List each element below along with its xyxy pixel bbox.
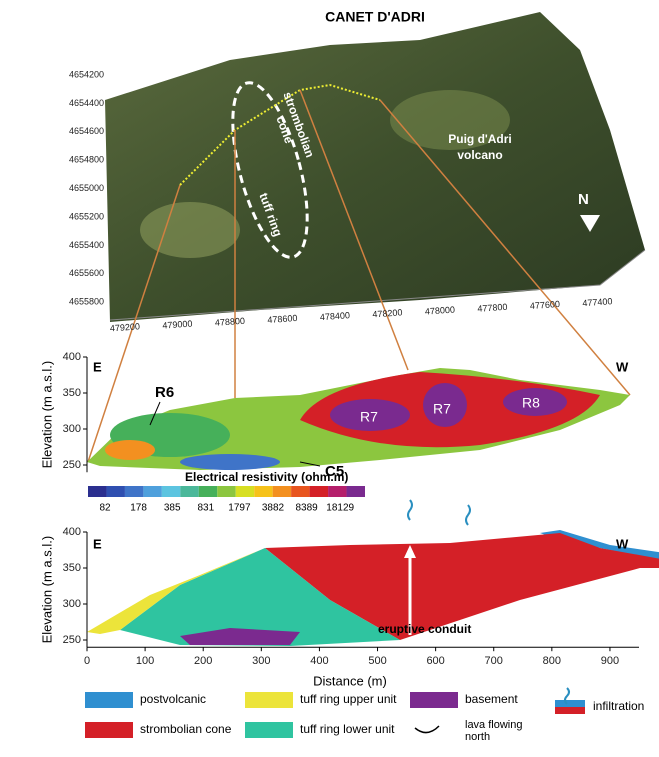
y-tick-label: 250 bbox=[63, 634, 81, 646]
northing-label: 4655000 bbox=[69, 183, 104, 193]
legend-swatch bbox=[555, 707, 585, 714]
scale-box bbox=[106, 486, 124, 497]
legend-label: basement bbox=[465, 692, 518, 706]
figure: CANET D'ADRI strombolian cone tuff ring … bbox=[0, 0, 659, 752]
northing-label: 4654200 bbox=[69, 69, 104, 79]
scale-box bbox=[347, 486, 365, 497]
scale-label: 8389 bbox=[295, 503, 318, 514]
easting-label: 479200 bbox=[110, 321, 141, 333]
y-tick-label: 300 bbox=[63, 598, 81, 610]
scale-title: Electrical resistivity (ohm.m) bbox=[185, 470, 348, 484]
scale-box bbox=[328, 486, 346, 497]
scale-box bbox=[254, 486, 272, 497]
scale-box bbox=[180, 486, 198, 497]
scale-box bbox=[236, 486, 254, 497]
y-tick-label: 400 bbox=[63, 351, 81, 363]
scale-box bbox=[125, 486, 143, 497]
x-tick-label: 400 bbox=[310, 655, 328, 667]
zone-label: R7 bbox=[433, 401, 451, 417]
scale-label: 385 bbox=[164, 503, 181, 514]
scale-box bbox=[310, 486, 328, 497]
infiltration-symbol bbox=[408, 500, 470, 525]
northing-label: 4655600 bbox=[69, 268, 104, 278]
east-label: E bbox=[93, 536, 102, 551]
easting-label: 478400 bbox=[320, 310, 351, 322]
x-tick-label: 600 bbox=[426, 655, 444, 667]
legend-label: north bbox=[465, 731, 490, 743]
scale-label: 831 bbox=[197, 503, 214, 514]
y-tick-label: 300 bbox=[63, 423, 81, 435]
legend-label: strombolian cone bbox=[140, 722, 232, 736]
scale-label: 82 bbox=[99, 503, 111, 514]
terrain bbox=[105, 12, 645, 322]
resistivity-zone bbox=[105, 440, 155, 460]
easting-label: 478600 bbox=[267, 313, 298, 325]
legend-label: tuff ring upper unit bbox=[300, 692, 397, 706]
easting-label: 477600 bbox=[530, 299, 561, 311]
legend-swatch bbox=[245, 722, 293, 738]
y-tick-label: 400 bbox=[63, 526, 81, 538]
zone-label: R6 bbox=[155, 384, 174, 401]
x-tick-label: 100 bbox=[136, 655, 154, 667]
zone-label: R8 bbox=[522, 395, 540, 411]
northing-label: 4655400 bbox=[69, 240, 104, 250]
easting-label: 477400 bbox=[582, 296, 613, 308]
x-tick-label: 800 bbox=[543, 655, 561, 667]
scale-label: 1797 bbox=[228, 503, 251, 514]
west-label: W bbox=[616, 536, 629, 551]
conduit-label: eruptive conduit bbox=[378, 622, 471, 636]
x-tick-label: 0 bbox=[84, 655, 90, 667]
scale-box bbox=[291, 486, 309, 497]
scale-label: 178 bbox=[130, 503, 147, 514]
northing-label: 4655800 bbox=[69, 297, 104, 307]
y-tick-label: 350 bbox=[63, 562, 81, 574]
northing-label: 4654600 bbox=[69, 126, 104, 136]
field bbox=[140, 202, 240, 258]
legend-symbol bbox=[415, 726, 439, 733]
scale-label: 3882 bbox=[262, 503, 285, 514]
y-axis-label: Elevation (m a.s.l.) bbox=[39, 536, 54, 644]
easting-label: 478000 bbox=[425, 305, 456, 317]
y-tick-label: 350 bbox=[63, 387, 81, 399]
x-tick-label: 700 bbox=[485, 655, 503, 667]
x-tick-label: 300 bbox=[252, 655, 270, 667]
west-label: W bbox=[616, 359, 629, 374]
scale-box bbox=[273, 486, 291, 497]
northing-label: 4655200 bbox=[69, 211, 104, 221]
easting-label: 478800 bbox=[215, 316, 246, 328]
map-label: Puig d'Adri bbox=[448, 132, 512, 146]
easting-label: 477800 bbox=[477, 302, 508, 314]
x-tick-label: 200 bbox=[194, 655, 212, 667]
y-axis-label: Elevation (m a.s.l.) bbox=[39, 361, 54, 469]
scale-box bbox=[143, 486, 161, 497]
scale-box bbox=[217, 486, 235, 497]
legend-swatch bbox=[85, 692, 133, 708]
x-axis-label: Distance (m) bbox=[313, 673, 387, 688]
legend-label: tuff ring lower unit bbox=[300, 722, 395, 736]
x-tick-label: 900 bbox=[601, 655, 619, 667]
y-tick-label: 250 bbox=[63, 459, 81, 471]
map-title: CANET D'ADRI bbox=[325, 9, 425, 25]
scale-box bbox=[88, 486, 106, 497]
easting-label: 479000 bbox=[162, 319, 193, 331]
zone-label: R7 bbox=[360, 409, 378, 425]
northing-label: 4654400 bbox=[69, 98, 104, 108]
northing-label: 4654800 bbox=[69, 155, 104, 165]
legend-label: postvolcanic bbox=[140, 692, 206, 706]
resistivity-zone bbox=[180, 454, 280, 470]
scale-label: 18129 bbox=[326, 503, 354, 514]
scale-box bbox=[199, 486, 217, 497]
legend-label: infiltration bbox=[593, 699, 644, 713]
legend-label: lava flowing bbox=[465, 719, 522, 731]
map-label: volcano bbox=[457, 148, 502, 162]
legend-swatch bbox=[410, 692, 458, 708]
x-tick-label: 500 bbox=[368, 655, 386, 667]
north-label: N bbox=[578, 191, 589, 208]
legend-swatch bbox=[85, 722, 133, 738]
east-label: E bbox=[93, 359, 102, 374]
easting-label: 478200 bbox=[372, 307, 403, 319]
legend-swatch bbox=[245, 692, 293, 708]
scale-box bbox=[162, 486, 180, 497]
legend-swatch bbox=[555, 700, 585, 707]
